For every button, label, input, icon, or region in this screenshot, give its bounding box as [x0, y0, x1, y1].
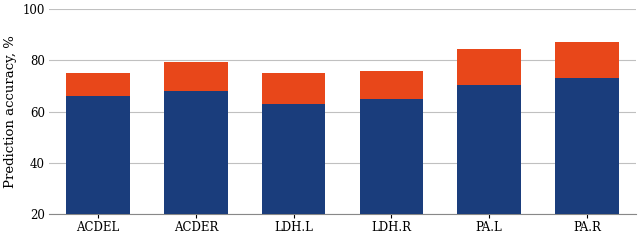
Y-axis label: Prediction accuracy, %: Prediction accuracy, %: [4, 35, 17, 188]
Bar: [262, 104, 326, 214]
Bar: [164, 91, 228, 214]
Bar: [67, 96, 130, 214]
Bar: [360, 71, 423, 99]
Bar: [67, 73, 130, 96]
Bar: [555, 78, 619, 214]
Bar: [164, 62, 228, 91]
Bar: [262, 73, 326, 104]
Bar: [555, 42, 619, 78]
Bar: [360, 99, 423, 214]
Bar: [458, 85, 521, 214]
Bar: [458, 49, 521, 85]
